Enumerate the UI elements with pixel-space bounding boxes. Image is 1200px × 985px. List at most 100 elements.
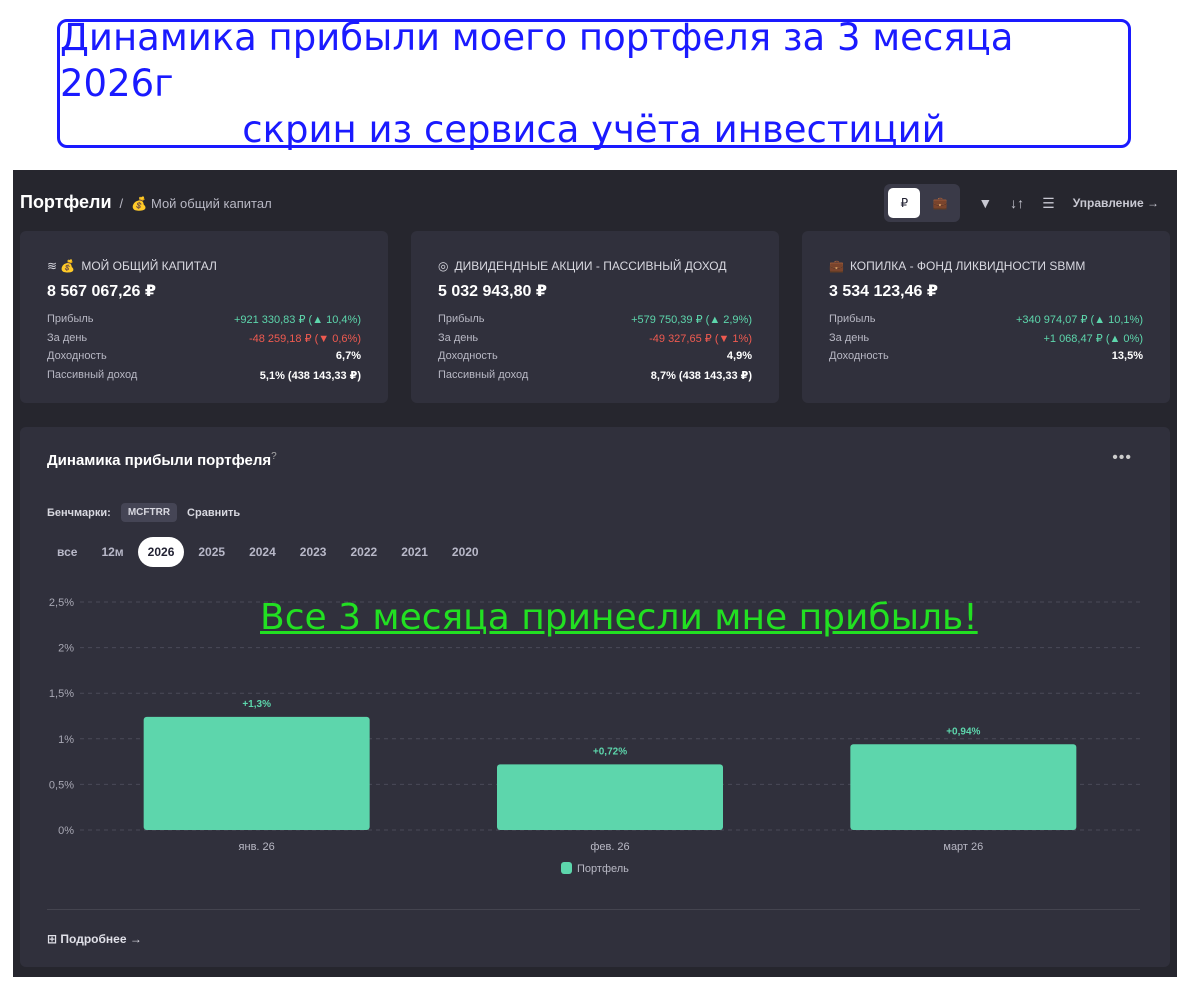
y-tick-label: 1% [58, 734, 74, 746]
row-value: 6,7% [335, 350, 361, 362]
banner-line-2: скрин из сервиса учёта инвестиций [242, 107, 946, 151]
details-link[interactable]: ⊞ Подробнее → [47, 932, 142, 946]
row-value: 4,9% [726, 350, 752, 362]
y-tick-label: 1,5% [49, 688, 74, 700]
card-row: За день -48 259,18 ₽ (▼ 0,6%) [47, 332, 361, 351]
row-value: +340 974,07 ₽ (▲ 10,1%) [1015, 314, 1143, 326]
manage-label: Управление [1072, 196, 1144, 210]
annotation-banner: Динамика прибыли моего портфеля за 3 мес… [57, 16, 1131, 151]
row-value: 8,7% (438 143,33 ₽) [650, 369, 752, 382]
card-row: Пассивный доход 5,1% (438 143,33 ₽) [47, 369, 361, 388]
bar [850, 744, 1077, 830]
card-row: Прибыль +340 974,07 ₽ (▲ 10,1%) [829, 313, 1143, 332]
tab-year[interactable]: 2022 [350, 545, 378, 559]
briefcase-icon: 💼 [932, 196, 948, 210]
currency-toggle-button[interactable]: ₽ [888, 188, 921, 218]
row-label: Доходность [438, 350, 498, 362]
arrow-right-icon: → [129, 932, 142, 946]
breadcrumb-separator: / [119, 196, 124, 211]
tab-year[interactable]: 2024 [249, 545, 276, 559]
panel-title-text: Динамика прибыли портфеля [47, 452, 272, 469]
profit-bar-chart: 0% 0,5% 1% 1,5% 2% 2,5% +1,3% янв. 26 +0,72% фев.… [49, 597, 1140, 875]
money-bag-icon: 💰 [131, 196, 148, 211]
bar [143, 716, 370, 830]
row-label: Доходность [47, 350, 107, 362]
tab-year[interactable]: 2021 [401, 545, 428, 559]
tab-year[interactable]: все [57, 545, 78, 559]
card-name: 💼 КОПИЛКА - ФОНД ЛИКВИДНОСТИ SBMM [829, 259, 1143, 273]
benchmark-chip[interactable]: MCFTRR [120, 503, 178, 522]
bar-data-label: +0,94% [946, 726, 980, 737]
bar [497, 764, 723, 830]
row-label: Пассивный доход [47, 368, 138, 381]
bar-data-label: +1,3% [242, 699, 271, 710]
profit-dynamics-panel: Динамика прибыли портфеля? ••• Бенчмарки… [20, 427, 1170, 967]
row-label: За день [47, 331, 88, 344]
breadcrumb: Портфели / 💰 Мой общий капитал [20, 192, 272, 213]
row-label: Прибыль [438, 313, 485, 325]
x-tick-label: фев. 26 [590, 841, 629, 853]
benchmarks: Бенчмарки: MCFTRR Сравнить [47, 503, 240, 522]
help-icon[interactable]: ? [271, 451, 277, 462]
breadcrumb-current: 💰 Мой общий капитал [131, 196, 272, 212]
card-name: ◎ ДИВИДЕНДНЫЕ АКЦИИ - ПАССИВНЫЙ ДОХОД [438, 259, 752, 273]
bar-data-label: +0,72% [593, 746, 627, 757]
panel-title: Динамика прибыли портфеля? [47, 451, 277, 469]
tab-year[interactable]: 2025 [198, 545, 226, 559]
card-row: Прибыль +921 330,83 ₽ (▲ 10,4%) [47, 313, 361, 332]
more-menu-icon[interactable]: ••• [1112, 449, 1132, 466]
portfolio-card[interactable]: ◎ ДИВИДЕНДНЫЕ АКЦИИ - ПАССИВНЫЙ ДОХОД 5 0… [411, 231, 779, 403]
sort-icon[interactable]: ↓↑ [1010, 195, 1025, 211]
legend-swatch [561, 862, 572, 874]
row-value: -49 327,65 ₽ (▼ 1%) [649, 332, 752, 345]
row-value: +1 068,47 ₽ (▲ 0%) [1043, 332, 1143, 345]
card-row: Доходность 13,5% [829, 350, 1143, 369]
row-label: За день [829, 331, 870, 344]
card-row: Доходность 6,7% [47, 350, 361, 369]
row-label: Прибыль [829, 313, 876, 325]
divider [47, 909, 1140, 910]
manage-button[interactable]: Управление → [1073, 196, 1159, 210]
x-tick-label: март 26 [943, 841, 983, 853]
row-label: Пассивный доход [438, 368, 529, 381]
portfolio-card[interactable]: ≋ 💰 МОЙ ОБЩИЙ КАПИТАЛ 8 567 067,26 ₽ Прибы… [20, 231, 388, 403]
legend-label: Портфель [577, 863, 629, 875]
table-icon: ⊞ [47, 932, 58, 946]
card-value: 3 534 123,46 ₽ [829, 283, 938, 300]
card-value: 5 032 943,80 ₽ [438, 283, 547, 300]
portfolio-icon: ≋ 💰 [47, 259, 76, 273]
card-name-text: МОЙ ОБЩИЙ КАПИТАЛ [81, 259, 217, 273]
portfolio-icon: 💼 [829, 259, 844, 273]
row-label: Доходность [829, 350, 889, 362]
benchmarks-label: Бенчмарки: [47, 506, 111, 519]
filter-icon[interactable]: ▼ [978, 195, 993, 211]
tab-year[interactable]: 12м [101, 545, 124, 559]
list-icon[interactable]: ☰ [1042, 194, 1055, 211]
details-label: Подробнее [60, 932, 127, 946]
card-row: Прибыль +579 750,39 ₽ (▲ 2,9%) [438, 313, 752, 332]
arrow-right-icon: → [1147, 196, 1159, 210]
y-tick-label: 2% [58, 643, 74, 655]
card-name-text: КОПИЛКА - ФОНД ЛИКВИДНОСТИ SBMM [849, 259, 1086, 273]
page-title[interactable]: Портфели [20, 192, 112, 212]
card-name: ≋ 💰 МОЙ ОБЩИЙ КАПИТАЛ [47, 259, 361, 273]
tab-year[interactable]: 2023 [299, 545, 327, 559]
row-value: +921 330,83 ₽ (▲ 10,4%) [233, 314, 361, 326]
card-row: Пассивный доход 8,7% (438 143,33 ₽) [438, 369, 752, 388]
breadcrumb-label: Мой общий капитал [150, 196, 272, 211]
portfolio-card[interactable]: 💼 КОПИЛКА - ФОНД ЛИКВИДНОСТИ SBMM 3 534 1… [802, 231, 1170, 403]
banner-line-1: Динамика прибыли моего портфеля за 3 мес… [60, 15, 1014, 105]
row-label: Прибыль [47, 313, 94, 325]
tab-year[interactable]: 2026 [137, 537, 185, 567]
app-window: Портфели / 💰 Мой общий капитал ₽ 💼 ▼ ↓↑ … [13, 170, 1177, 977]
y-tick-label: 2,5% [49, 597, 74, 609]
toolbar: ₽ 💼 ▼ ↓↑ ☰ Управление → [884, 184, 1159, 222]
tab-year[interactable]: 2020 [451, 545, 479, 559]
briefcase-toggle-button[interactable]: 💼 [924, 188, 956, 218]
compare-button[interactable]: Сравнить [187, 506, 241, 519]
period-tabs: все 12м 2026 2025 2024 2023 2022 2021 2020 [47, 537, 489, 567]
card-row: За день +1 068,47 ₽ (▲ 0%) [829, 332, 1143, 351]
row-value: -48 259,18 ₽ (▼ 0,6%) [248, 332, 361, 345]
chart-annotation: Все 3 месяца принесли мне прибыль! [260, 597, 978, 638]
row-label: За день [438, 331, 479, 344]
